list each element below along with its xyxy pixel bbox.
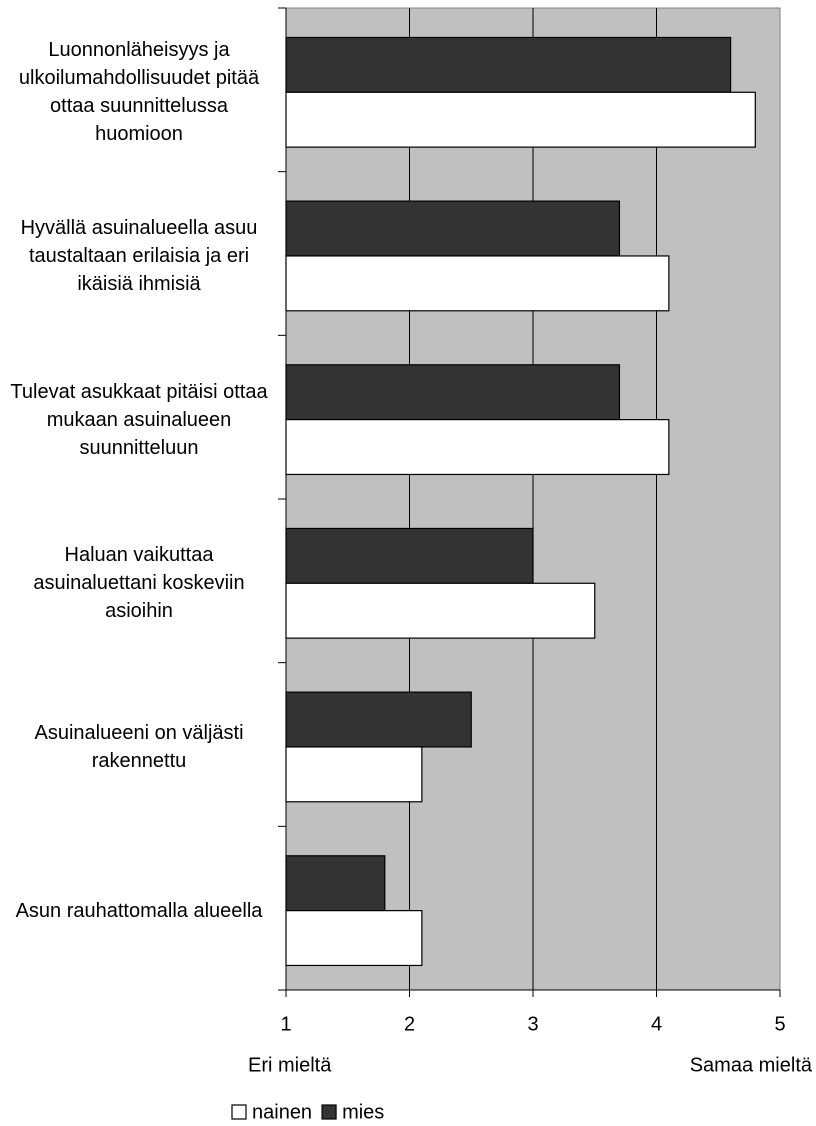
bar	[285, 746, 423, 803]
bar	[285, 91, 756, 148]
bar	[285, 364, 621, 421]
y-tick-label: Hyvällä asuinalueella asuu taustaltaan e…	[20, 216, 258, 295]
legend-label: mies	[342, 1101, 384, 1123]
y-tick-label: Asuinalueeni on väljästi rakennettu	[34, 721, 244, 772]
y-tick-label: Haluan vaikuttaa asuinaluettani koskevii…	[33, 544, 245, 623]
y-tick-label: Tulevat asukkaat pitäisi ottaa mukaan as…	[10, 380, 268, 459]
x-tick-label: 3	[527, 1013, 538, 1035]
bar	[285, 36, 732, 93]
bar	[285, 910, 423, 967]
bar	[285, 419, 670, 476]
axis-annotation: Eri mieltä	[248, 1054, 332, 1076]
legend-label: nainen	[252, 1101, 312, 1123]
bar	[285, 582, 596, 639]
axis-annotation: Samaa mieltä	[690, 1054, 813, 1076]
x-tick-label: 4	[651, 1013, 662, 1035]
bar	[285, 691, 472, 748]
x-tick-label: 5	[774, 1013, 785, 1035]
legend-swatch	[321, 1104, 337, 1120]
bar	[285, 527, 534, 584]
bar	[285, 255, 670, 312]
bar	[285, 200, 621, 257]
y-tick-label: Asun rauhattomalla alueella	[15, 899, 263, 922]
y-tick-label: Luonnonläheisyys ja ulkoilumahdollisuude…	[18, 39, 260, 146]
x-tick-label: 2	[404, 1013, 415, 1035]
bar	[285, 855, 386, 912]
x-tick-label: 1	[280, 1013, 291, 1035]
legend-swatch	[231, 1104, 247, 1120]
